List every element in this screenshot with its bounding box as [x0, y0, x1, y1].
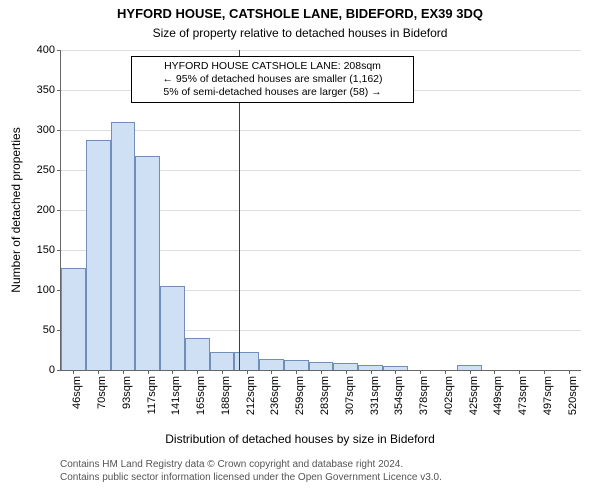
- chart-title: HYFORD HOUSE, CATSHOLE LANE, BIDEFORD, E…: [0, 6, 600, 21]
- x-tick-mark: [420, 370, 421, 374]
- histogram-bar: [61, 268, 86, 370]
- x-tick-mark: [197, 370, 198, 374]
- footer-attribution: Contains HM Land Registry data © Crown c…: [60, 458, 442, 484]
- x-tick-mark: [445, 370, 446, 374]
- y-tick-label: 50: [43, 324, 61, 336]
- histogram-bar: [309, 362, 334, 370]
- x-tick-label: 520sqm: [567, 376, 579, 415]
- y-tick-label: 100: [37, 284, 61, 296]
- histogram-bar: [259, 359, 284, 370]
- footer-line-1: Contains HM Land Registry data © Crown c…: [60, 458, 442, 471]
- x-tick-label: 497sqm: [542, 376, 554, 415]
- x-tick-mark: [296, 370, 297, 374]
- x-tick-label: 117sqm: [146, 376, 158, 414]
- x-tick-mark: [470, 370, 471, 374]
- x-tick-label: 449sqm: [492, 376, 504, 415]
- x-tick-label: 259sqm: [294, 376, 306, 415]
- x-tick-mark: [98, 370, 99, 374]
- x-tick-label: 46sqm: [71, 376, 83, 409]
- y-tick-label: 300: [37, 124, 61, 136]
- x-tick-mark: [395, 370, 396, 374]
- x-tick-label: 236sqm: [269, 376, 281, 415]
- histogram-bar: [111, 122, 136, 370]
- y-tick-label: 150: [37, 244, 61, 256]
- plot-area: 05010015020025030035040046sqm70sqm93sqm1…: [60, 50, 581, 371]
- x-tick-mark: [222, 370, 223, 374]
- y-axis-label: Number of detached properties: [9, 127, 23, 292]
- x-tick-mark: [519, 370, 520, 374]
- x-tick-label: 165sqm: [195, 376, 207, 415]
- histogram-bar: [284, 360, 309, 370]
- x-tick-mark: [346, 370, 347, 374]
- histogram-bar: [135, 156, 160, 370]
- x-tick-label: 93sqm: [121, 376, 133, 409]
- chart-subtitle: Size of property relative to detached ho…: [0, 26, 600, 40]
- x-tick-label: 402sqm: [443, 376, 455, 415]
- gridline-h: [61, 130, 581, 131]
- x-axis-label: Distribution of detached houses by size …: [0, 432, 600, 446]
- gridline-h: [61, 50, 581, 51]
- x-tick-label: 307sqm: [344, 376, 356, 415]
- x-tick-label: 212sqm: [245, 376, 257, 415]
- x-tick-mark: [569, 370, 570, 374]
- y-tick-label: 350: [37, 84, 61, 96]
- footer-line-2: Contains public sector information licen…: [60, 471, 442, 484]
- annotation-line-2: ← 95% of detached houses are smaller (1,…: [135, 73, 410, 86]
- y-tick-label: 0: [49, 364, 61, 376]
- x-tick-mark: [271, 370, 272, 374]
- x-tick-label: 354sqm: [393, 376, 405, 415]
- y-tick-label: 250: [37, 164, 61, 176]
- x-tick-mark: [321, 370, 322, 374]
- histogram-bar: [185, 338, 210, 370]
- x-tick-label: 378sqm: [418, 376, 430, 415]
- histogram-bar: [333, 363, 358, 370]
- x-tick-label: 473sqm: [517, 376, 529, 415]
- x-tick-label: 70sqm: [96, 376, 108, 409]
- x-tick-mark: [544, 370, 545, 374]
- x-tick-mark: [73, 370, 74, 374]
- x-tick-mark: [247, 370, 248, 374]
- y-tick-label: 400: [37, 44, 61, 56]
- histogram-bar: [86, 140, 111, 370]
- x-tick-label: 331sqm: [369, 376, 381, 415]
- x-tick-label: 141sqm: [170, 376, 182, 415]
- x-tick-label: 425sqm: [468, 376, 480, 415]
- x-tick-mark: [172, 370, 173, 374]
- x-tick-label: 283sqm: [319, 376, 331, 415]
- x-tick-mark: [148, 370, 149, 374]
- y-tick-label: 200: [37, 204, 61, 216]
- annotation-box: HYFORD HOUSE CATSHOLE LANE: 208sqm← 95% …: [131, 56, 414, 103]
- x-tick-mark: [371, 370, 372, 374]
- histogram-bar: [160, 286, 185, 370]
- x-tick-mark: [123, 370, 124, 374]
- annotation-line-3: 5% of semi-detached houses are larger (5…: [135, 86, 410, 99]
- x-tick-mark: [494, 370, 495, 374]
- annotation-line-1: HYFORD HOUSE CATSHOLE LANE: 208sqm: [135, 60, 410, 73]
- x-tick-label: 188sqm: [220, 376, 232, 415]
- histogram-bar: [210, 352, 235, 370]
